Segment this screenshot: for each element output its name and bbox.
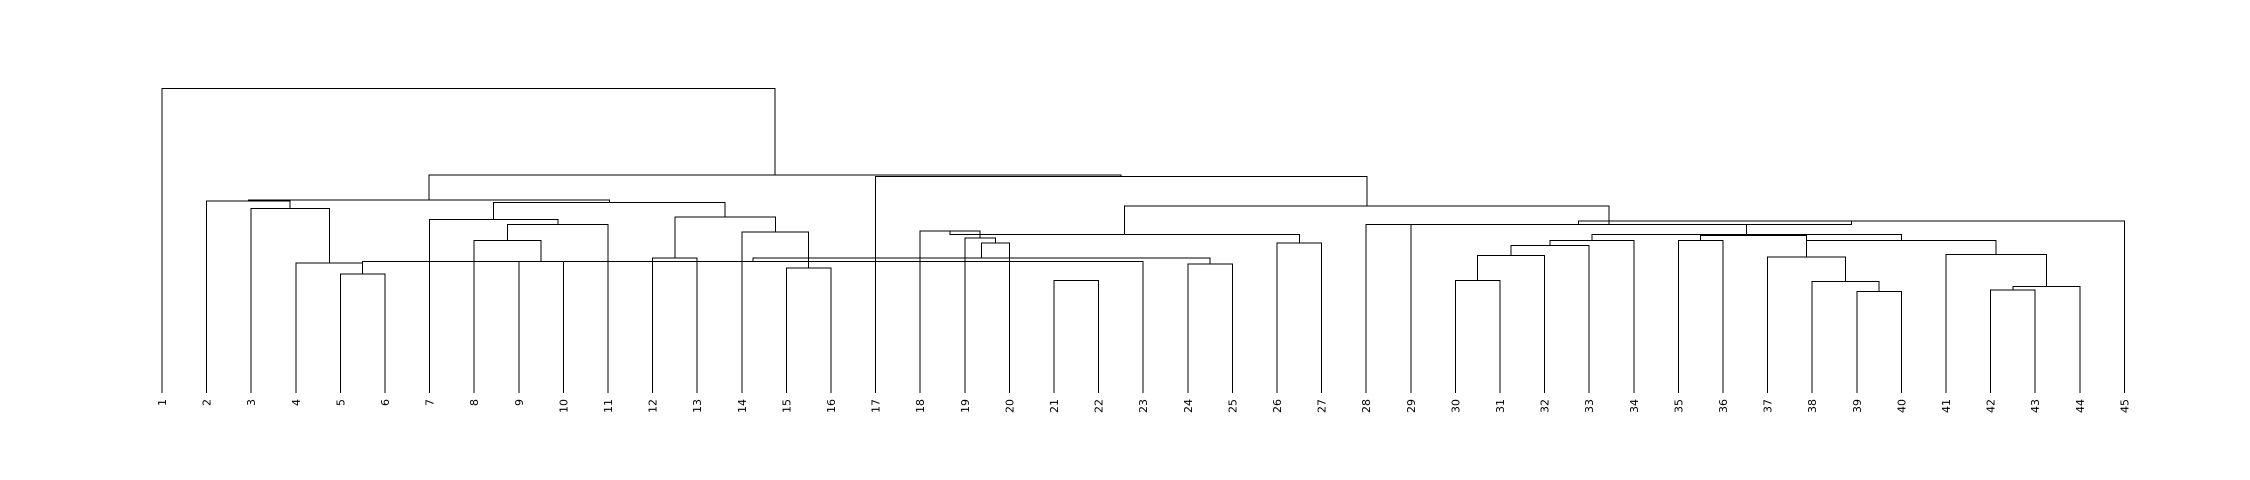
merge-link — [919, 230, 981, 393]
leaf-label: 12 — [647, 399, 660, 413]
merge-link — [1549, 240, 1635, 393]
leaf-label: 8 — [468, 399, 481, 406]
leaf-label: 7 — [424, 399, 437, 406]
leaf-label: 28 — [1360, 399, 1373, 413]
merge-link — [2012, 285, 2081, 393]
merge-link — [429, 219, 559, 393]
leaf-label: 44 — [2074, 399, 2087, 413]
merge-link — [250, 207, 330, 393]
leaf-label: 33 — [1583, 399, 1596, 413]
leaf-label: 21 — [1048, 399, 1061, 413]
leaf-label: 14 — [736, 399, 749, 413]
leaf-label: 40 — [1895, 399, 1908, 413]
merge-link — [507, 224, 609, 393]
merge-link — [295, 262, 364, 393]
merge-link — [1578, 220, 2125, 393]
merge-link — [1811, 281, 1880, 393]
merge-link — [1510, 245, 1590, 393]
leaf-label: 2 — [201, 399, 214, 406]
leaf-label: 27 — [1316, 399, 1329, 413]
leaf-label: 31 — [1494, 399, 1507, 413]
merge-link — [1187, 263, 1233, 393]
leaf-label: 29 — [1405, 399, 1418, 413]
merge-link — [1477, 255, 1546, 393]
merge-link — [362, 261, 1144, 393]
leaf-label: 32 — [1539, 399, 1552, 413]
leaf-label: 43 — [2029, 399, 2042, 413]
leaf-label: 4 — [290, 399, 303, 406]
merge-link — [1053, 279, 1100, 393]
merge-link — [652, 257, 698, 393]
leaf-label: 36 — [1717, 399, 1730, 413]
merge-link — [1124, 205, 1610, 235]
merge-link — [785, 267, 832, 393]
leaf-label: 39 — [1851, 399, 1864, 413]
leaf-label: 10 — [557, 399, 570, 413]
merge-link — [741, 231, 810, 393]
merge-link — [1856, 290, 1902, 393]
leaf-label: 15 — [780, 399, 793, 413]
merge-link — [206, 200, 291, 393]
merge-link — [1677, 240, 1724, 393]
merge-link — [493, 201, 726, 220]
leaf-label: 25 — [1226, 399, 1239, 413]
merge-link — [949, 230, 1300, 244]
merge-link — [1276, 242, 1323, 393]
merge-link — [1410, 224, 1748, 393]
leaf-label: 45 — [2118, 399, 2131, 413]
merge-link — [875, 175, 1368, 393]
leaf-label: 30 — [1449, 399, 1462, 413]
leaf-labels: 1 2 3 4 5 6 7 8 9 10 11 12 13 14 15 16 17 18 19 20 21 22 23 24 2… — [156, 399, 2131, 413]
merge-link — [1454, 279, 1501, 393]
leaf-label: 34 — [1628, 399, 1641, 413]
merge-link — [473, 240, 542, 393]
leaf-label: 13 — [691, 399, 704, 413]
leaf-label: 20 — [1003, 399, 1016, 413]
leaf-label: 18 — [914, 399, 927, 413]
merge-link — [1990, 289, 2036, 393]
merge-link — [1945, 253, 2047, 393]
merge-link — [1591, 233, 1902, 241]
leaf-label: 17 — [870, 399, 883, 413]
merge-link — [428, 174, 1122, 200]
leaf-label: 22 — [1093, 399, 1106, 413]
merge-link — [674, 216, 776, 259]
merge-link — [1700, 235, 1808, 257]
leaf-label: 9 — [513, 399, 526, 406]
leaf-label: 37 — [1762, 399, 1775, 413]
leaf-label: 19 — [959, 399, 972, 413]
leaf-label: 26 — [1271, 399, 1284, 413]
merge-link — [161, 87, 776, 393]
leaf-label: 42 — [1985, 399, 1998, 413]
leaf-label: 23 — [1137, 399, 1150, 413]
merge-link — [752, 257, 1211, 265]
leaf-label: 5 — [334, 399, 347, 406]
merge-link — [981, 242, 1010, 393]
merge-link — [339, 273, 386, 393]
leaf-label: 41 — [1940, 399, 1953, 413]
leaf-label: 3 — [245, 399, 258, 406]
leaf-label: 24 — [1182, 399, 1195, 413]
leaf-label: 1 — [156, 399, 169, 406]
leaf-label: 6 — [379, 399, 392, 406]
leaf-label: 11 — [602, 399, 615, 413]
dendrogram-links — [161, 87, 2125, 393]
leaf-label: 38 — [1806, 399, 1819, 413]
merge-link — [1365, 220, 1853, 393]
leaf-label: 16 — [825, 399, 838, 413]
merge-link — [518, 261, 564, 393]
leaf-label: 35 — [1672, 399, 1685, 413]
merge-link — [1767, 256, 1847, 393]
